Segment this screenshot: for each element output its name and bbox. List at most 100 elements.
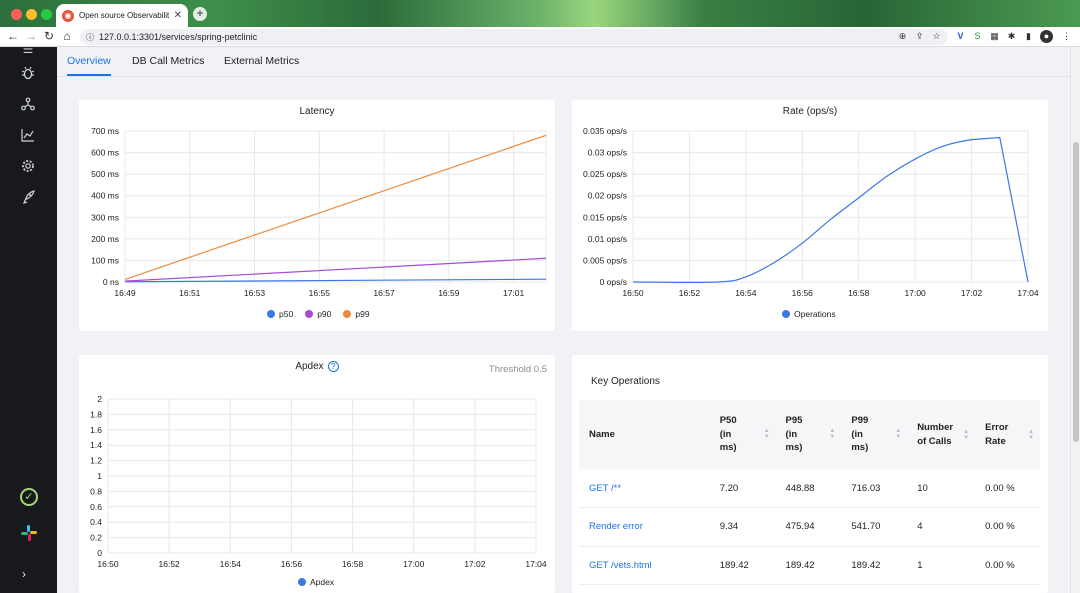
series-line-p90[interactable] xyxy=(124,257,547,282)
x-tick-label: 16:49 xyxy=(114,288,136,298)
tab-overview[interactable]: Overview xyxy=(67,55,111,67)
legend-operations[interactable]: Operations xyxy=(782,309,836,319)
apdex-chart[interactable]: 2 1.8 1.6 1.4 1.2 1 0.8 0.6 0.4 0.2 016:50 16:52 16:… xyxy=(79,355,555,579)
sort-icon[interactable]: ▲ ▼ xyxy=(963,428,970,441)
extension-grid-icon[interactable]: ▦ xyxy=(990,31,999,41)
column-header-error-rate[interactable]: Error Rate ▲ ▼ xyxy=(975,400,1040,469)
maximize-window-button[interactable] xyxy=(41,9,52,20)
y-tick-label: 0.025 ops/s xyxy=(583,169,627,179)
column-header-name[interactable]: Name xyxy=(579,400,710,469)
legend-label: p90 xyxy=(317,309,332,319)
key-operations-panel: Key Operations Name P50 (in ms) ▲ ▼ P95 (i… xyxy=(572,355,1048,593)
x-tick-label: 16:56 xyxy=(281,559,303,569)
expand-sidebar-icon[interactable]: › xyxy=(22,567,26,581)
operation-name-link[interactable]: GET /vets.html xyxy=(579,546,710,585)
settings-gear-icon[interactable] xyxy=(20,159,36,175)
new-tab-button[interactable]: + xyxy=(193,7,207,21)
x-tick-label: 17:01 xyxy=(503,288,525,298)
forward-icon[interactable]: → xyxy=(25,29,37,43)
operation-name-link[interactable]: GET /** xyxy=(579,469,710,508)
latency-legend: p50 p90 p99 xyxy=(267,309,370,319)
latency-chart[interactable]: 700 ms 600 ms 500 ms 400 ms 300 ms 200 ms 100 … xyxy=(79,100,555,300)
legend-dot xyxy=(305,310,314,318)
cell-p50: 189.42 xyxy=(709,546,776,585)
y-tick-label: 200 ms xyxy=(91,234,119,244)
sidepanel-icon[interactable]: ▮ xyxy=(1026,31,1031,41)
column-label: P99 (in ms) xyxy=(851,414,869,454)
legend-label: p99 xyxy=(355,309,370,319)
x-tick-label: 16:53 xyxy=(244,288,266,298)
sort-icon[interactable]: ▲ ▼ xyxy=(763,428,770,441)
site-info-icon[interactable]: ⓘ xyxy=(86,32,94,42)
sort-icon[interactable]: ▲ ▼ xyxy=(829,428,836,441)
scrollbar-thumb[interactable] xyxy=(1073,142,1079,442)
browser-menu-icon[interactable]: ⋮ xyxy=(1062,31,1071,41)
latency-title: Latency xyxy=(299,106,335,117)
y-tick-label: 100 ms xyxy=(91,255,119,265)
series-line-operations[interactable] xyxy=(632,136,1029,283)
slack-icon[interactable] xyxy=(21,525,37,541)
back-icon[interactable]: ← xyxy=(7,29,19,43)
y-tick-label: 400 ms xyxy=(91,191,119,201)
rocket-icon[interactable] xyxy=(20,190,36,206)
column-header-calls[interactable]: Number of Calls ▲ ▼ xyxy=(907,400,976,469)
url-text: 127.0.0.1:3301/services/spring-petclinic xyxy=(99,32,258,42)
extension-v-icon[interactable]: V xyxy=(957,31,964,41)
key-operations-title: Key Operations xyxy=(591,376,660,387)
rate-chart[interactable]: 0.035 ops/s 0.03 ops/s 0.025 ops/s 0.02 ops… xyxy=(572,100,1048,300)
page-scrollbar[interactable] xyxy=(1070,47,1080,593)
x-tick-label: 16:54 xyxy=(735,288,757,298)
line-chart-icon[interactable] xyxy=(20,128,36,144)
close-window-button[interactable] xyxy=(11,9,22,20)
bug-icon[interactable] xyxy=(20,66,36,82)
home-icon[interactable]: ⌂ xyxy=(63,29,71,43)
table-row[interactable]: Render error 9.34 475.94 541.70 4 0.00 % xyxy=(579,507,1040,547)
close-tab-icon[interactable]: ✕ xyxy=(173,10,182,21)
legend-apdex[interactable]: Apdex xyxy=(298,577,334,587)
y-tick-label: 0.6 xyxy=(90,502,102,512)
main-content: Overview DB Call Metrics External Metric… xyxy=(57,47,1070,593)
column-header-p99[interactable]: P99 (in ms) ▲ ▼ xyxy=(841,400,908,469)
sort-icon[interactable]: ▲ ▼ xyxy=(1028,428,1034,441)
status-check-icon[interactable]: ✓ xyxy=(20,488,38,506)
series-line-p99[interactable] xyxy=(124,134,547,280)
y-tick-label: 1.6 xyxy=(90,425,102,435)
bookmark-star-icon[interactable]: ☆ xyxy=(932,31,941,41)
cell-p95: 475.94 xyxy=(775,507,842,547)
column-header-p95[interactable]: P95 (in ms) ▲ ▼ xyxy=(775,400,842,469)
table-row[interactable]: GET /vets.html 189.42 189.42 189.42 1 0.… xyxy=(579,546,1040,585)
extensions-puzzle-icon[interactable]: ✱ xyxy=(1007,31,1016,41)
minimize-window-button[interactable] xyxy=(26,9,37,20)
tab-external-metrics[interactable]: External Metrics xyxy=(224,55,300,67)
browser-tab[interactable]: ◉ Open source Observability Pla ✕ xyxy=(56,4,188,27)
cell-p99: 716.03 xyxy=(841,469,908,508)
share-icon[interactable]: ⇪ xyxy=(915,31,924,41)
service-tabs: Overview DB Call Metrics External Metric… xyxy=(57,47,1070,77)
apdex-threshold: Threshold 0.5 xyxy=(488,364,547,375)
extension-s-icon[interactable]: S xyxy=(974,31,981,41)
menu-icon[interactable]: ☰ xyxy=(22,46,34,53)
address-bar[interactable]: ⓘ 127.0.0.1:3301/services/spring-petclin… xyxy=(80,29,948,45)
legend-p50[interactable]: p50 xyxy=(267,309,293,319)
service-map-icon[interactable] xyxy=(20,97,36,113)
y-tick-label: 0.035 ops/s xyxy=(583,126,627,136)
legend-p90[interactable]: p90 xyxy=(305,309,331,319)
cell-p95: 189.42 xyxy=(775,546,842,585)
apdex-legend: Apdex xyxy=(298,577,334,587)
legend-p99[interactable]: p99 xyxy=(343,309,370,319)
table-row[interactable]: GET /** 7.20 448.88 716.03 10 0.00 % xyxy=(579,469,1040,508)
apdex-panel: Apdex? Threshold 0.5 2 1.8 1.6 1.4 1.2 1 0.8 0.… xyxy=(79,355,555,593)
sort-icon[interactable]: ▲ ▼ xyxy=(895,428,902,441)
column-label: P50 (in ms) xyxy=(719,414,737,454)
series-line-p50[interactable] xyxy=(124,278,547,283)
y-tick-label: 1.8 xyxy=(90,409,102,419)
reload-icon[interactable]: ↻ xyxy=(43,29,55,43)
x-tick-label: 17:00 xyxy=(905,288,927,298)
profile-avatar[interactable]: ● xyxy=(1040,30,1053,43)
tab-db-call-metrics[interactable]: DB Call Metrics xyxy=(132,55,205,67)
operation-name-link[interactable]: Render error xyxy=(579,507,710,547)
zoom-icon[interactable]: ⊕ xyxy=(898,31,907,41)
apdex-title: Apdex xyxy=(295,361,324,373)
help-icon[interactable]: ? xyxy=(327,361,339,372)
column-header-p50[interactable]: P50 (in ms) ▲ ▼ xyxy=(709,400,776,469)
